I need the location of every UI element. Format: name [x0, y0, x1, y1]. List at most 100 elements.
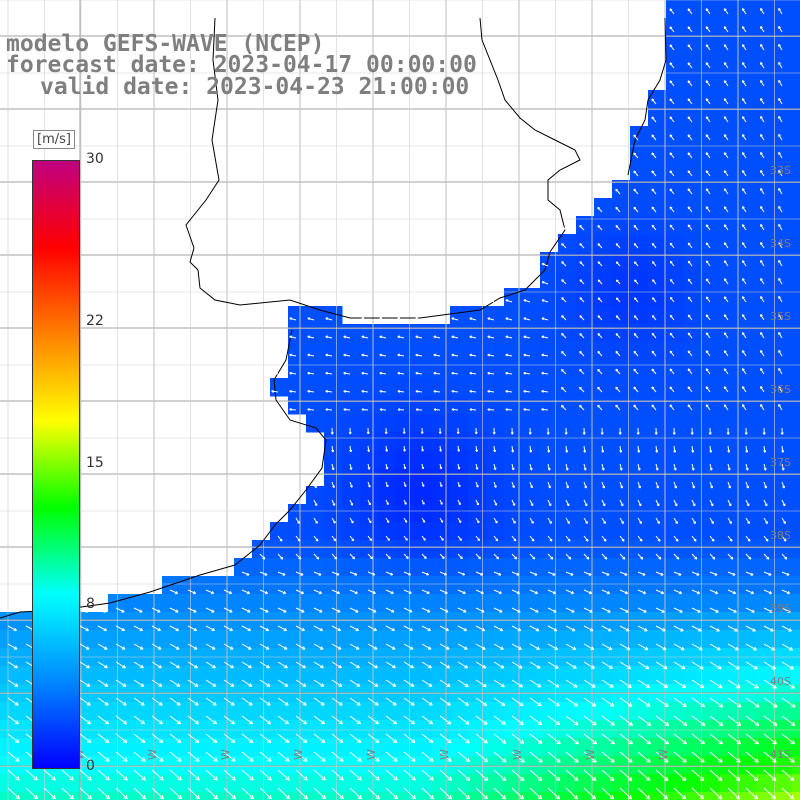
- speed-cell: [738, 54, 757, 73]
- speed-cell: [612, 378, 631, 397]
- speed-cell: [360, 576, 379, 595]
- speed-cell: [450, 702, 469, 721]
- wind-arrow: [241, 589, 251, 595]
- speed-cell: [594, 756, 613, 775]
- speed-cell: [576, 702, 595, 721]
- wind-arrow: [741, 386, 747, 393]
- speed-cell: [306, 360, 325, 379]
- wind-arrow: [295, 733, 308, 744]
- speed-cell: [720, 360, 739, 379]
- wind-arrow: [709, 607, 719, 613]
- wind-arrow: [687, 44, 693, 51]
- wind-arrow: [655, 697, 669, 708]
- wind-arrow: [727, 661, 740, 670]
- speed-cell: [216, 612, 235, 631]
- colorbar-unit: [m/s]: [33, 130, 75, 149]
- wind-arrow: [741, 260, 747, 267]
- wind-arrow: [637, 553, 644, 560]
- wind-arrow: [313, 643, 324, 650]
- speed-cell: [630, 522, 649, 541]
- speed-cell: [504, 666, 523, 685]
- wind-arrow: [583, 625, 594, 632]
- speed-cell: [486, 612, 505, 631]
- speed-cell: [342, 522, 361, 541]
- wind-arrow: [241, 751, 254, 762]
- wind-arrow: [133, 697, 145, 706]
- speed-cell: [792, 774, 800, 793]
- wind-arrow: [529, 535, 535, 542]
- speed-cell: [450, 540, 469, 559]
- wind-arrow: [673, 517, 678, 524]
- speed-cell: [792, 576, 800, 595]
- wind-arrow: [690, 427, 694, 435]
- wind-arrow: [456, 427, 460, 435]
- wind-arrow: [403, 553, 409, 560]
- speed-cell: [216, 594, 235, 613]
- speed-cell: [720, 306, 739, 325]
- speed-cell: [702, 378, 721, 397]
- wind-arrow: [637, 463, 641, 471]
- speed-cell: [702, 252, 721, 271]
- wind-arrow: [655, 625, 666, 632]
- speed-cell: [774, 378, 793, 397]
- speed-cell: [684, 180, 703, 199]
- speed-cell: [720, 108, 739, 127]
- speed-cell: [576, 540, 595, 559]
- wind-arrow: [723, 368, 729, 375]
- speed-cell: [756, 108, 775, 127]
- wind-arrow: [637, 715, 652, 726]
- wind-arrow: [565, 697, 578, 707]
- speed-cell: [486, 306, 505, 325]
- speed-cell: [360, 738, 379, 757]
- wind-arrow: [597, 261, 603, 267]
- speed-cell: [558, 774, 577, 793]
- speed-cell: [756, 378, 775, 397]
- wind-arrow: [727, 607, 737, 613]
- wind-arrow: [561, 261, 567, 267]
- wind-arrow: [529, 787, 543, 800]
- wind-arrow: [475, 625, 486, 632]
- wind-arrow: [438, 427, 442, 434]
- wind-arrow: [760, 224, 765, 231]
- wind-arrow: [271, 389, 279, 393]
- wind-arrow: [397, 335, 405, 339]
- wind-arrow: [705, 206, 711, 213]
- speed-cell: [414, 774, 433, 793]
- speed-cell: [342, 432, 361, 451]
- wind-arrow: [421, 787, 435, 800]
- wind-arrow: [723, 260, 729, 267]
- speed-cell: [144, 738, 163, 757]
- wind-arrow: [760, 26, 765, 33]
- speed-cell: [540, 432, 559, 451]
- speed-cell: [738, 36, 757, 55]
- speed-cell: [558, 270, 577, 289]
- speed-cell: [360, 522, 379, 541]
- wind-arrow: [565, 715, 579, 726]
- speed-cell: [558, 486, 577, 505]
- speed-cell: [576, 450, 595, 469]
- speed-cell: [324, 486, 343, 505]
- wind-arrow: [331, 787, 344, 800]
- speed-cell: [486, 576, 505, 595]
- speed-cell: [576, 486, 595, 505]
- wind-arrow: [651, 134, 657, 141]
- wind-arrow: [633, 152, 639, 159]
- wind-arrow: [723, 8, 729, 15]
- speed-cell: [396, 504, 415, 523]
- wind-arrow: [403, 643, 414, 650]
- speed-cell: [450, 630, 469, 649]
- wind-arrow: [349, 571, 358, 576]
- speed-cell: [666, 288, 685, 307]
- wind-arrow: [778, 277, 783, 285]
- speed-cell: [774, 612, 793, 631]
- wind-arrow: [241, 769, 254, 781]
- wind-arrow: [403, 589, 412, 595]
- speed-cell: [432, 630, 451, 649]
- wind-arrow: [277, 769, 290, 781]
- speed-cell: [720, 234, 739, 253]
- wind-arrow: [561, 333, 567, 339]
- wind-arrow: [601, 517, 606, 524]
- wind-arrow: [760, 368, 765, 375]
- wind-arrow: [583, 535, 589, 542]
- wind-arrow: [397, 317, 405, 321]
